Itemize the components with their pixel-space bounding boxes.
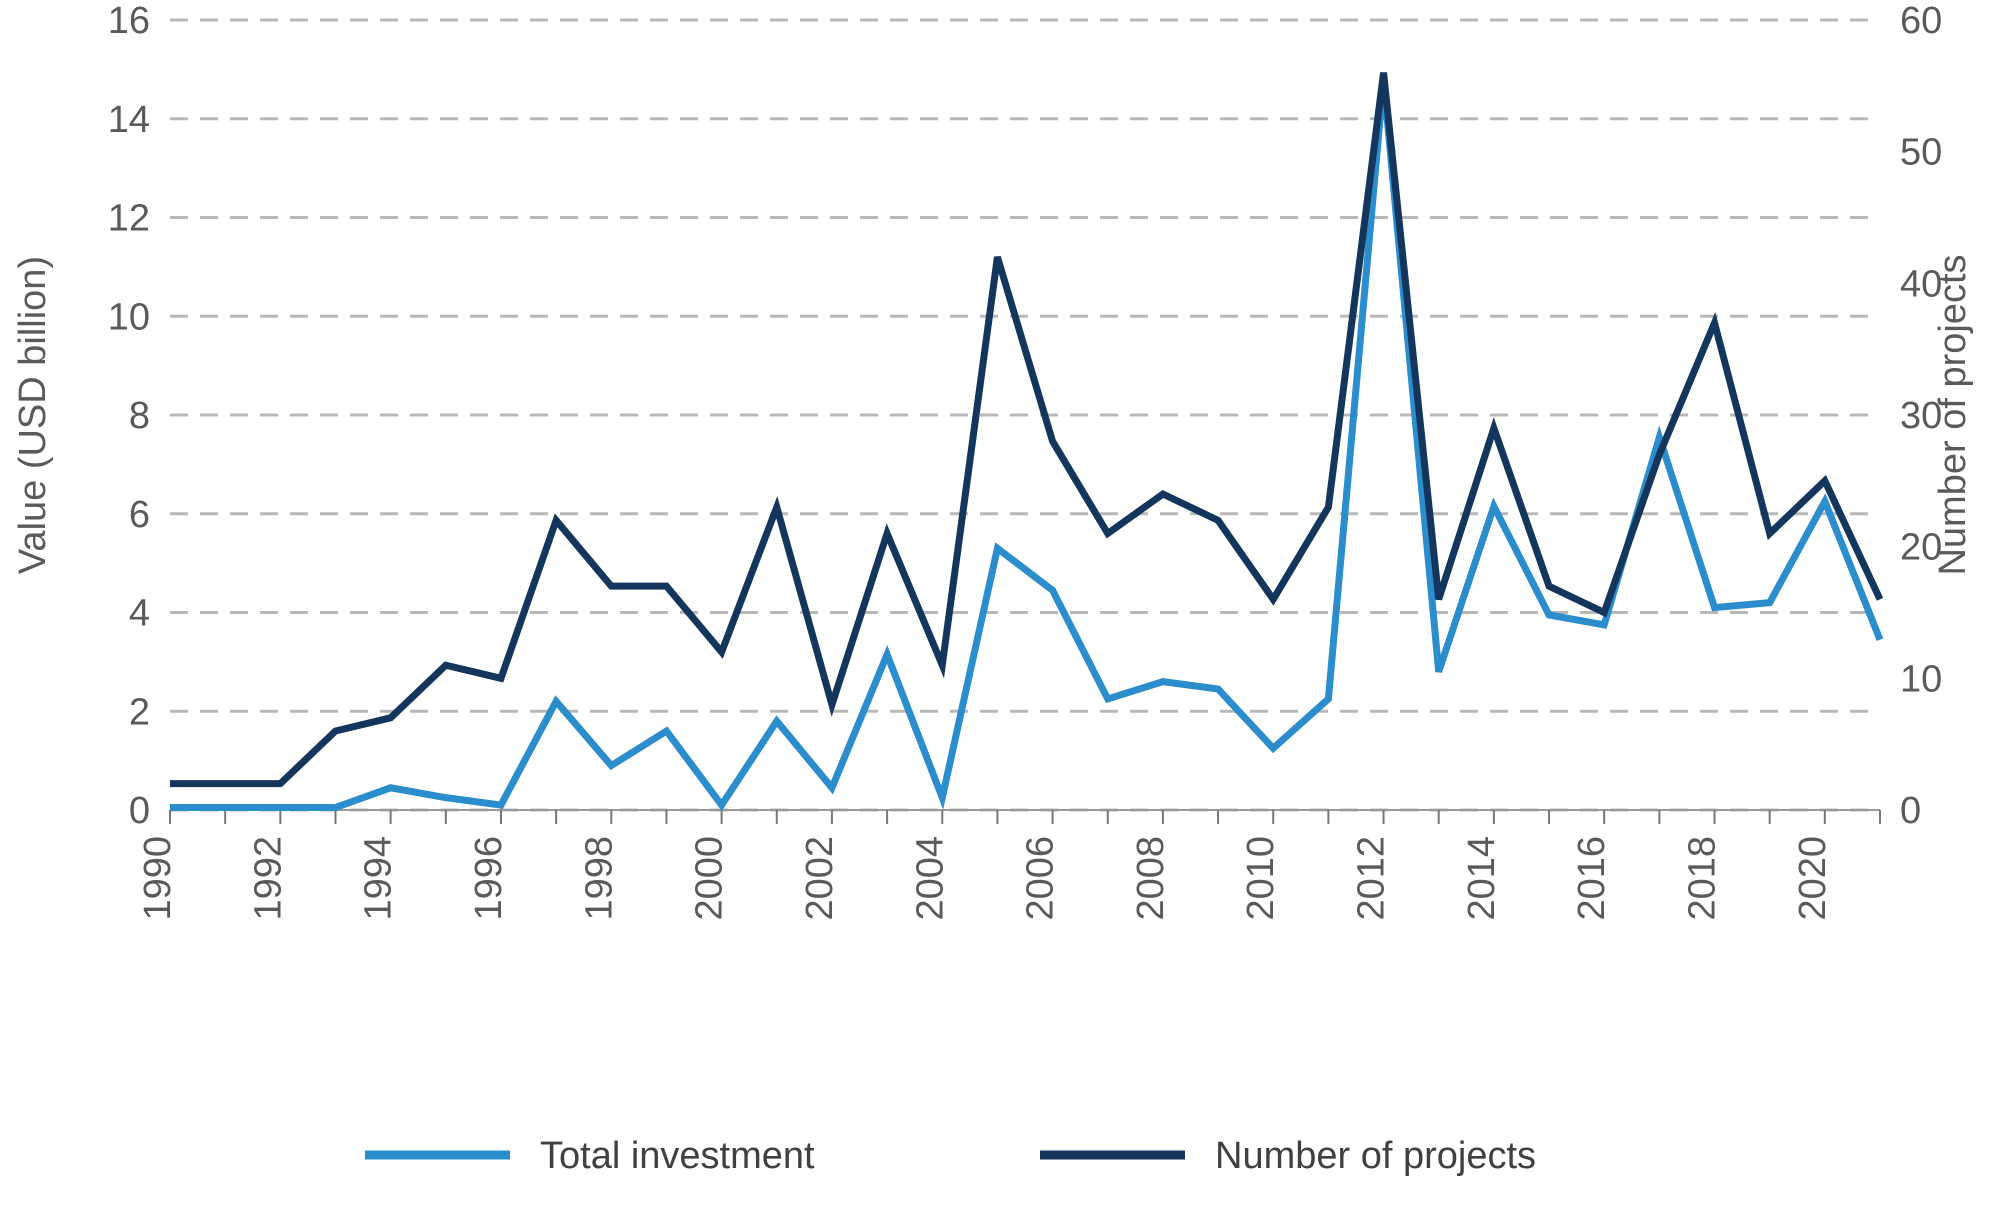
y-left-tick-label: 6 bbox=[129, 494, 150, 536]
x-tick-label: 2012 bbox=[1351, 836, 1393, 921]
series-number_of_projects bbox=[170, 73, 1880, 784]
x-tick-label: 2008 bbox=[1130, 836, 1172, 921]
x-tick-label: 2006 bbox=[1020, 836, 1062, 921]
y-left-tick-label: 12 bbox=[108, 198, 150, 240]
y-left-tick-label: 14 bbox=[108, 99, 150, 141]
x-tick-label: 2020 bbox=[1792, 836, 1834, 921]
x-tick-label: 1990 bbox=[137, 836, 179, 921]
x-tick-label: 2018 bbox=[1682, 836, 1724, 921]
x-tick-label: 1996 bbox=[468, 836, 510, 921]
x-tick-label: 2000 bbox=[689, 836, 731, 921]
x-tick-label: 2016 bbox=[1571, 836, 1613, 921]
chart-container: 1990199219941996199820002002200420062008… bbox=[0, 0, 2000, 1205]
x-tick-label: 1994 bbox=[358, 836, 400, 921]
y-left-axis-title: Value (USD billion) bbox=[12, 256, 54, 574]
y-right-tick-label: 10 bbox=[1900, 658, 1942, 700]
y-left-tick-label: 4 bbox=[129, 593, 150, 635]
x-tick-label: 1998 bbox=[578, 836, 620, 921]
y-right-tick-label: 60 bbox=[1900, 0, 1942, 42]
x-tick-label: 2010 bbox=[1240, 836, 1282, 921]
dual-axis-line-chart: 1990199219941996199820002002200420062008… bbox=[0, 0, 2000, 1205]
y-left-tick-label: 10 bbox=[108, 296, 150, 338]
series-total_investment bbox=[170, 79, 1880, 807]
x-tick-label: 1992 bbox=[247, 836, 289, 921]
y-left-tick-label: 2 bbox=[129, 691, 150, 733]
y-right-tick-label: 50 bbox=[1900, 132, 1942, 174]
legend-label-total_investment: Total investment bbox=[540, 1135, 815, 1177]
y-left-tick-label: 0 bbox=[129, 790, 150, 832]
x-tick-label: 2004 bbox=[909, 836, 951, 921]
y-left-tick-label: 8 bbox=[129, 395, 150, 437]
y-left-tick-label: 16 bbox=[108, 0, 150, 42]
x-tick-label: 2014 bbox=[1461, 836, 1503, 921]
legend-label-number_of_projects: Number of projects bbox=[1215, 1135, 1536, 1177]
y-right-tick-label: 0 bbox=[1900, 790, 1921, 832]
x-tick-label: 2002 bbox=[799, 836, 841, 921]
y-right-axis-title: Number of projects bbox=[1932, 254, 1974, 575]
